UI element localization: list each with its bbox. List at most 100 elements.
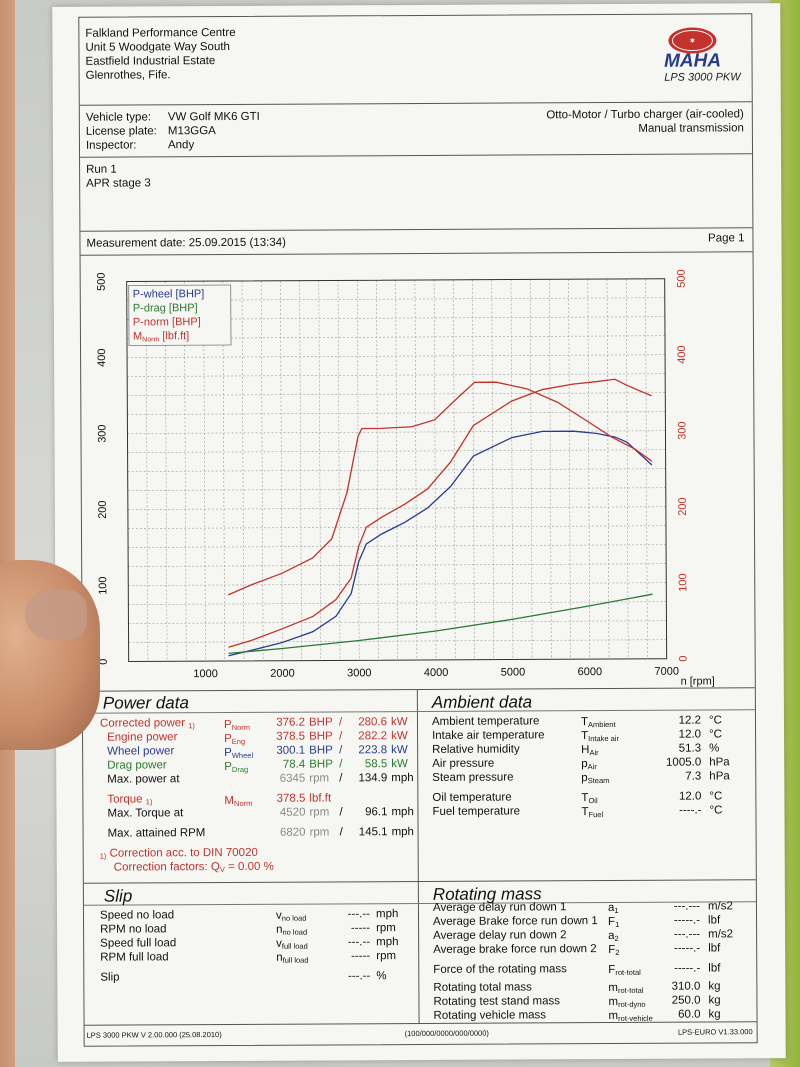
grid-line-horizontal bbox=[128, 544, 667, 548]
vehicle-type-value: VW Golf MK6 GTI bbox=[167, 110, 260, 124]
y-right-tick-label: 500 bbox=[676, 269, 688, 287]
max-rpm-unit: rpm bbox=[309, 826, 330, 839]
ambient-label: Steam pressure bbox=[432, 771, 514, 784]
grid-line-horizontal bbox=[127, 411, 666, 415]
thumb bbox=[0, 560, 100, 750]
max-power-speed-unit: mph bbox=[391, 772, 414, 785]
rotating-label: Rotating test stand mass bbox=[433, 995, 561, 1008]
vehicle-info: Vehicle type: VW Golf MK6 GTI License pl… bbox=[79, 102, 753, 158]
grid-line-vertical bbox=[356, 280, 360, 661]
x-axis-label: n [rpm] bbox=[681, 675, 715, 687]
y-left-tick-label: 200 bbox=[97, 500, 109, 518]
slip-unit: mph bbox=[376, 936, 399, 949]
rotating-unit: kg bbox=[708, 980, 721, 993]
rotating-unit: kg bbox=[708, 994, 721, 1007]
slip-value: ---.-- bbox=[347, 936, 371, 949]
engine-power-label: Engine power bbox=[107, 731, 178, 744]
rotating-value: 250.0 bbox=[671, 994, 701, 1007]
separator: / bbox=[339, 744, 343, 757]
ambient-value: 51.3 bbox=[678, 742, 702, 755]
legend-item-text: M bbox=[133, 330, 142, 342]
ambient-label: Relative humidity bbox=[432, 743, 520, 756]
x-tick-label: 3000 bbox=[347, 667, 372, 679]
slip-unit: rpm bbox=[376, 922, 396, 935]
wheel-power-bhp-unit: BHP bbox=[309, 744, 333, 757]
power-torque-chart: 1000 2000 3000 4000 5000 6000 7000010020030040… bbox=[96, 269, 715, 687]
engine-type: Otto-Motor / Turbo charger (air-cooled) bbox=[546, 108, 744, 122]
maha-logo: ✱ MAHA LPS 3000 PKW bbox=[644, 20, 744, 84]
slip-title: Slip bbox=[103, 886, 133, 906]
ambient-symbol: TOil bbox=[581, 792, 598, 806]
corrected-power-kw: 280.6 bbox=[358, 716, 388, 729]
ambient-unit: °C bbox=[709, 790, 723, 803]
separator: / bbox=[339, 806, 343, 819]
footer-euro-version: LPS-EURO V1.33.000 bbox=[677, 1027, 753, 1037]
max-power-speed: 134.9 bbox=[358, 772, 388, 785]
max-rpm-label: Max. attained RPM bbox=[107, 827, 206, 840]
slip-value: ----- bbox=[351, 950, 371, 963]
legend-item: P-drag [BHP] bbox=[133, 302, 198, 314]
license-plate-value: M13GGA bbox=[167, 125, 216, 138]
grid-line-vertical bbox=[453, 279, 456, 660]
rotating-value: 310.0 bbox=[671, 980, 701, 993]
rotating-value: 60.0 bbox=[678, 1008, 701, 1021]
legend-item-text: P-norm [BHP] bbox=[133, 316, 201, 328]
engine-power-bhp: 378.5 bbox=[276, 730, 306, 743]
wheel-power-bhp: 300.1 bbox=[276, 744, 306, 757]
ambient-unit: °C bbox=[709, 804, 723, 817]
y-left-tick-label: 400 bbox=[96, 348, 108, 366]
grid-line-vertical bbox=[337, 280, 341, 661]
grid-line-horizontal bbox=[128, 620, 667, 624]
grid-line-vertical bbox=[549, 279, 552, 660]
grid-line-vertical bbox=[164, 281, 168, 662]
y-right-tick-label: 0 bbox=[678, 656, 690, 662]
corrected-power-bhp-unit: BHP bbox=[308, 716, 333, 729]
slip-label: Speed no load bbox=[99, 909, 175, 922]
y-right-tick-label: 100 bbox=[677, 573, 689, 591]
wheel-power-kw: 223.8 bbox=[358, 744, 388, 757]
grid-line-vertical bbox=[241, 280, 245, 661]
correction-note: 1) Correction acc. to DIN 70020 bbox=[99, 846, 258, 861]
separator: / bbox=[339, 730, 343, 743]
y-left-tick-label: 0 bbox=[98, 659, 110, 665]
inspector-label: Inspector: bbox=[85, 139, 137, 152]
rotating-symbol: F2 bbox=[608, 943, 620, 957]
slip-rotating-section: Slip Rotating mass Speed no load vno loa… bbox=[83, 880, 757, 1026]
grid-line-horizontal bbox=[127, 392, 666, 396]
y-right-tick-label: 400 bbox=[676, 345, 688, 363]
ambient-value: 12.0 bbox=[678, 790, 702, 803]
max-rpm-speed-unit: mph bbox=[391, 826, 414, 839]
y-right-tick-label: 300 bbox=[676, 421, 688, 439]
x-tick-label: 2000 bbox=[270, 668, 295, 680]
ambient-label: Ambient temperature bbox=[431, 715, 540, 728]
max-torque-speed: 96.1 bbox=[365, 806, 388, 819]
x-tick-label: 6000 bbox=[578, 666, 603, 678]
slip-symbol: nno load bbox=[276, 923, 308, 937]
wheel-power-label: Wheel power bbox=[107, 745, 175, 758]
ambient-value: 7.3 bbox=[685, 770, 702, 783]
series-line bbox=[228, 593, 653, 655]
wheel-power-kw-unit: kW bbox=[391, 744, 408, 757]
grid-line-horizontal bbox=[127, 373, 666, 377]
rotating-symbol: Frot-total bbox=[608, 963, 641, 977]
ambient-unit: °C bbox=[709, 728, 722, 741]
chart-section: 1000 2000 3000 4000 5000 6000 7000 0 100 200 300 40… bbox=[80, 252, 755, 692]
rotating-symbol: mrot-dyno bbox=[608, 995, 646, 1009]
separator: / bbox=[339, 826, 343, 839]
company-name: Falkland Performance Centre bbox=[85, 26, 236, 40]
rotating-label: Force of the rotating mass bbox=[433, 963, 567, 976]
x-tick-label: 5000 bbox=[501, 666, 526, 678]
plot-frame bbox=[126, 278, 668, 663]
engine-power-kw: 282.2 bbox=[358, 730, 388, 743]
footer-software-version: LPS 3000 PKW V 2.00.000 (25.08.2010) bbox=[86, 1030, 222, 1040]
rotating-symbol: a1 bbox=[607, 901, 619, 915]
grid-line-vertical bbox=[260, 280, 264, 661]
max-power-label: Max. power at bbox=[107, 773, 180, 786]
rotating-label: Rotating total mass bbox=[433, 981, 532, 994]
separator: / bbox=[338, 716, 343, 729]
drag-power-kw: 58.5 bbox=[364, 758, 388, 771]
ambient-symbol: TFuel bbox=[581, 806, 604, 820]
grid-line-horizontal bbox=[127, 468, 666, 472]
rotating-value: -----.- bbox=[673, 942, 701, 955]
drag-power-bhp-unit: BHP bbox=[309, 758, 333, 771]
